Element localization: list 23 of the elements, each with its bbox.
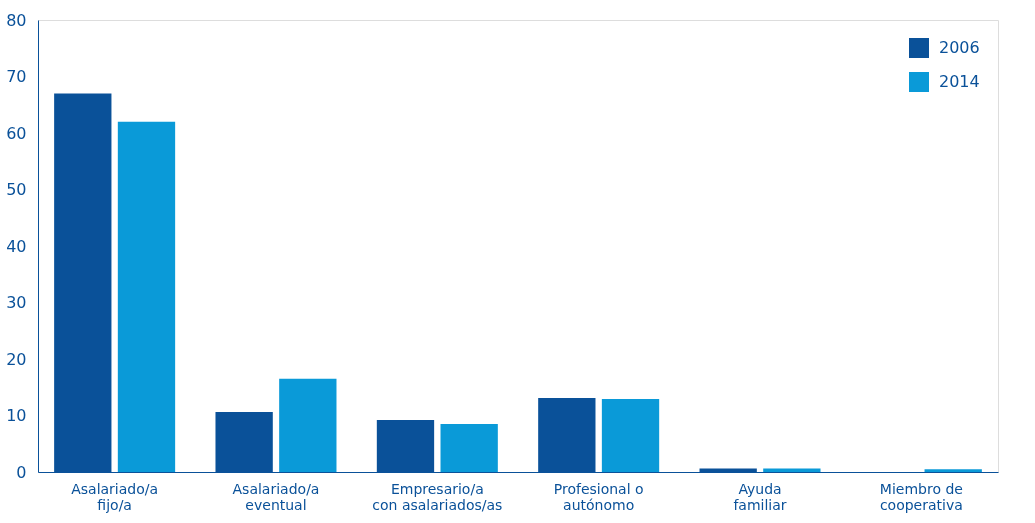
bar xyxy=(117,121,176,472)
bar xyxy=(763,468,821,472)
y-tick-label: 30 xyxy=(6,293,27,312)
bar xyxy=(279,378,337,472)
y-tick-label: 0 xyxy=(16,462,27,482)
x-tick-label: Profesional o autónomo xyxy=(553,480,644,513)
y-tick-label: 20 xyxy=(6,349,27,369)
y-tick-label: 60 xyxy=(6,123,27,143)
bar xyxy=(924,469,982,472)
y-tick-label: 70 xyxy=(6,67,27,86)
x-tick-label: Asalariado/a eventual xyxy=(232,480,320,513)
y-tick-label: 40 xyxy=(6,236,27,256)
y-tick-label: 50 xyxy=(6,180,27,199)
x-tick-label: Empresario/a con asalariados/as xyxy=(372,480,503,513)
y-tick-label: 80 xyxy=(6,10,27,30)
x-tick-label: Miembro de cooperativa xyxy=(879,480,963,513)
x-tick-label: Asalariado/a fijo/a xyxy=(71,480,159,513)
bar xyxy=(440,423,498,472)
legend-label: 2014 xyxy=(939,72,980,91)
y-tick-label: 10 xyxy=(6,406,27,425)
bar xyxy=(601,399,660,472)
x-tick-label: Ayuda familiar xyxy=(733,480,787,513)
legend-label: 2006 xyxy=(939,38,980,57)
